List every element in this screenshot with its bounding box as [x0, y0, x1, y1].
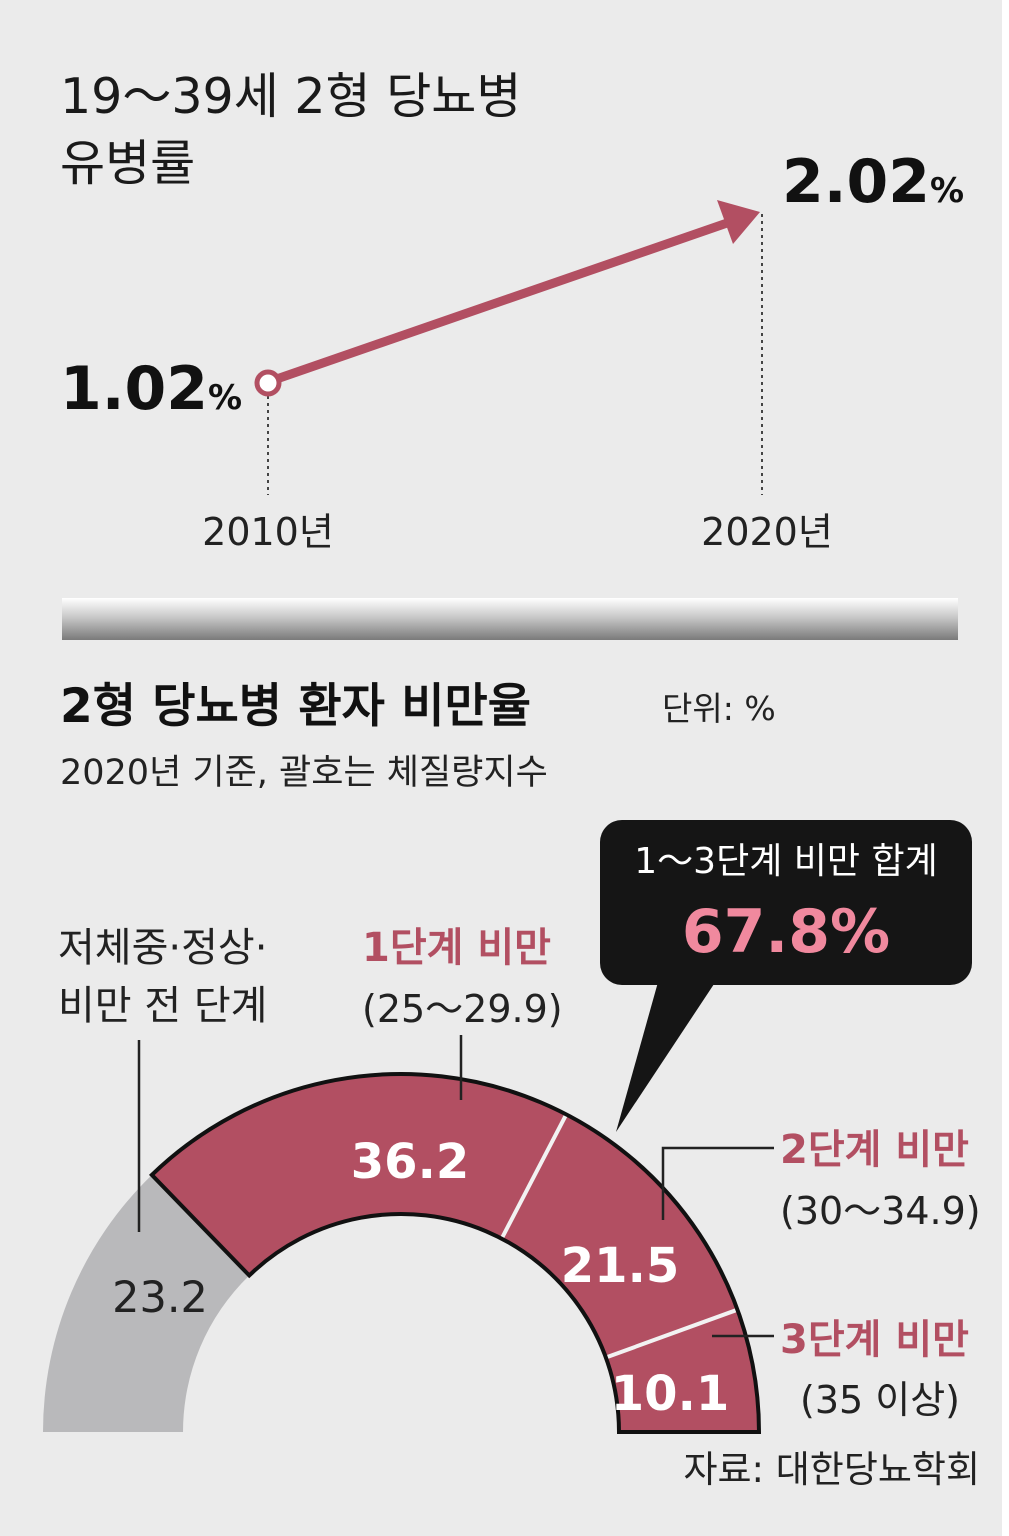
donut-segments	[43, 1072, 762, 1434]
segment-value-normal: 23.2	[112, 1273, 208, 1323]
leader-line-stage2	[661, 1146, 774, 1220]
x-label-2010: 2010년	[202, 510, 334, 554]
label-stage2: 2단계 비만	[780, 1127, 969, 1173]
callout-box	[600, 820, 972, 985]
chart1-title-line1: 19～39세 2형 당뇨병	[60, 68, 521, 125]
label-normal-line1: 저체중·정상·	[58, 925, 267, 971]
segment-value-stage1: 36.2	[351, 1134, 469, 1190]
label-stage2-range: (30～34.9)	[780, 1189, 981, 1233]
callout-pointer	[616, 975, 720, 1132]
arc-segment-stage3	[605, 1309, 759, 1432]
label-stage1: 1단계 비만	[362, 925, 551, 971]
value-2010-number: 1.02	[60, 354, 208, 424]
trend-arrowhead	[717, 200, 760, 244]
line-chart: 19～39세 2형 당뇨병 유병률 1.02% 2.02% 2010년 2020…	[60, 68, 964, 554]
chart1-title-line2: 유병률	[60, 135, 195, 192]
chart2-subtitle: 2020년 기준, 괄호는 체질량지수	[60, 753, 548, 793]
total-obesity-callout: 1～3단계 비만 합계 67.8%	[600, 820, 972, 1132]
label-stage1-range: (25～29.9)	[362, 987, 563, 1031]
x-label-2020: 2020년	[701, 510, 833, 554]
label-stage3-range: (35 이상)	[800, 1378, 960, 1422]
value-2010-unit: %	[208, 378, 242, 418]
section-divider	[62, 598, 958, 640]
callout-value: 67.8%	[682, 897, 890, 967]
start-point-marker	[254, 369, 282, 397]
callout-title: 1～3단계 비만 합계	[634, 841, 937, 882]
frame-edge	[1002, 0, 1009, 1536]
value-label-2010: 1.02%	[60, 354, 242, 424]
chart2-title: 2형 당뇨병 환자 비만율	[60, 679, 531, 734]
arc-segment-stage2	[501, 1114, 738, 1358]
segment-separator	[499, 1113, 569, 1240]
segment-value-stage3: 10.1	[611, 1366, 729, 1422]
trend-line	[266, 217, 732, 387]
chart2-unit-label: 단위: %	[662, 689, 776, 728]
arc-segment-normal	[43, 1174, 250, 1432]
source-note: 자료: 대한당뇨학회	[683, 1448, 980, 1491]
label-stage3: 3단계 비만	[780, 1317, 969, 1363]
arc-segment-stage1	[151, 1074, 567, 1276]
value-2020-unit: %	[930, 171, 964, 211]
label-normal-line2: 비만 전 단계	[58, 983, 267, 1029]
segment-value-stage2: 21.5	[561, 1238, 679, 1294]
donut-chart: 2형 당뇨병 환자 비만율 단위: % 2020년 기준, 괄호는 체질량지수 …	[43, 679, 981, 1491]
value-label-2020: 2.02%	[782, 147, 964, 217]
segment-separator	[605, 1307, 739, 1360]
value-2020-number: 2.02	[782, 147, 930, 217]
obesity-segments-outline	[148, 1072, 762, 1434]
